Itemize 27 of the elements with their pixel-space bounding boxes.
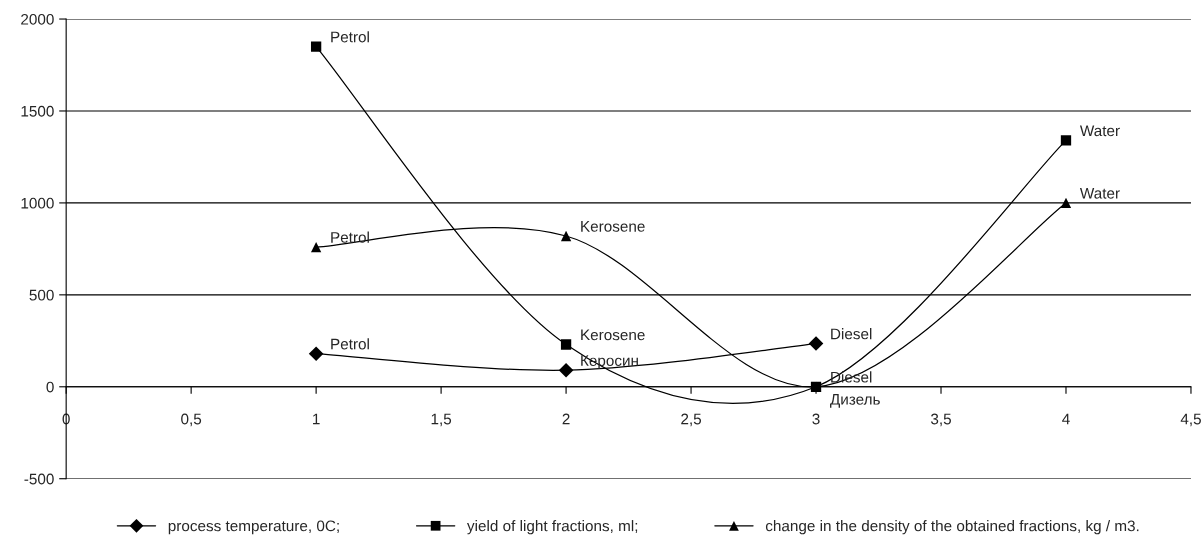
x-tick-label: 4,5 [1180,413,1201,427]
x-tick-label: 1 [313,413,320,425]
annotation: Kerosene [581,221,645,232]
x-tick-label: 0,5 [181,413,202,427]
annotation: Petrol [331,338,369,350]
x-tick-label: 2 [562,413,570,425]
y-tick-label: 2000 [21,13,54,25]
x-tick-label: 3 [812,413,820,425]
annotation: Petrol [331,31,369,43]
annotation: Дизель [830,394,880,408]
legend-label: process temperature, 0C; [168,520,339,535]
y-tick-label: 1500 [21,105,54,117]
x-tick-label: 4 [1062,413,1070,425]
annotation: Water [1079,125,1120,137]
legend-label: change in the density of the obtained fractions, kg / m3. [765,520,1139,535]
annotation: Petrol [331,231,369,243]
x-tick-label: 1,5 [431,413,452,427]
y-tick-label: 1000 [21,197,54,209]
annotation: Diesel [831,328,872,340]
annotation: Kerosene [581,329,645,341]
legend-label: yield of light fractions, ml; [466,520,638,535]
annotation: Water [1079,188,1120,199]
x-tick-label: 2,5 [681,413,702,427]
y-tick-label: 500 [29,289,54,301]
y-tick-label: -500 [24,473,54,485]
y-tick-label: 0 [46,381,54,393]
x-tick-label: 3,5 [930,413,951,427]
